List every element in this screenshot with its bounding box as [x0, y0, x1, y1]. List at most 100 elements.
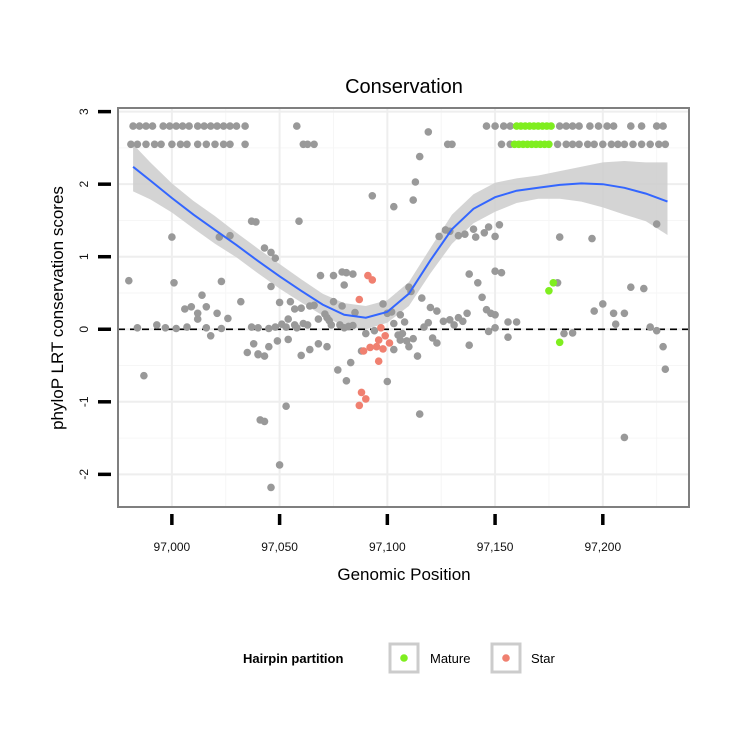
x-tick-label: 97,150: [477, 540, 514, 554]
point-other: [491, 122, 499, 130]
y-tick-label: -1: [77, 396, 91, 407]
y-tick-label: 2: [77, 181, 91, 188]
legend: Hairpin partition Mature Star: [243, 642, 556, 674]
point-other: [282, 402, 290, 411]
point-other: [637, 122, 646, 130]
point-other: [555, 233, 564, 241]
point-other: [159, 122, 167, 130]
point-other: [271, 254, 280, 262]
point-other: [176, 140, 185, 149]
point-other: [226, 122, 234, 130]
point-other: [183, 323, 191, 331]
point-other: [446, 316, 454, 324]
point-other: [349, 270, 357, 278]
point-star: [381, 332, 390, 340]
point-other: [267, 282, 275, 291]
point-other: [646, 323, 654, 331]
point-mature: [549, 279, 558, 287]
point-other: [402, 337, 411, 345]
y-axis: -2 -1 0 1 2 3: [77, 108, 111, 480]
point-other: [193, 122, 202, 130]
point-other: [254, 350, 262, 359]
point-other: [351, 308, 359, 317]
point-other: [187, 303, 196, 311]
point-other: [413, 352, 422, 360]
point-other: [614, 140, 622, 149]
point-other: [342, 377, 351, 385]
legend-title: Hairpin partition: [243, 651, 343, 666]
point-mature: [555, 338, 564, 347]
point-other: [183, 140, 191, 149]
point-other: [428, 334, 437, 342]
chart-title: Conservation: [345, 76, 463, 98]
point-other: [168, 233, 176, 241]
point-other: [260, 417, 269, 426]
point-other: [504, 333, 512, 342]
x-axis: 97,000 97,050 97,100 97,150 97,200: [154, 514, 621, 554]
point-other: [254, 324, 262, 332]
point-other: [224, 314, 232, 323]
point-other: [568, 329, 577, 337]
point-other: [219, 122, 228, 130]
point-other: [226, 140, 234, 149]
point-other: [599, 300, 607, 308]
point-other: [127, 140, 135, 149]
point-other: [383, 377, 392, 386]
point-other: [609, 122, 618, 130]
point-other: [342, 268, 351, 277]
point-other: [260, 352, 269, 360]
point-other: [646, 140, 654, 149]
points-layer: [125, 122, 670, 492]
point-other: [150, 140, 159, 149]
point-other: [379, 300, 387, 308]
point-other: [594, 122, 603, 130]
point-other: [334, 366, 342, 374]
point-other: [340, 281, 349, 289]
point-other: [202, 303, 211, 311]
y-axis-title: phyloP LRT conservation scores: [48, 186, 67, 430]
point-other: [314, 340, 323, 348]
point-other: [284, 335, 293, 344]
point-other: [252, 218, 260, 226]
point-star: [362, 395, 370, 403]
point-other: [418, 294, 426, 302]
point-other: [620, 433, 629, 442]
point-other: [273, 337, 282, 345]
point-other: [295, 217, 303, 225]
point-other: [484, 223, 493, 231]
point-mature: [545, 287, 553, 295]
point-other: [206, 122, 215, 130]
point-other: [491, 311, 499, 319]
point-other: [620, 140, 629, 149]
point-other: [463, 309, 471, 318]
y-tick-label: 3: [77, 108, 91, 115]
point-other: [568, 122, 577, 130]
point-other: [202, 324, 211, 332]
point-other: [217, 277, 226, 286]
point-other: [346, 358, 355, 367]
legend-dot-mature: [400, 654, 408, 662]
point-other: [135, 122, 144, 130]
point-other: [659, 122, 667, 130]
point-other: [504, 318, 512, 326]
point-other: [133, 324, 142, 332]
point-other: [275, 298, 284, 307]
x-axis-title: Genomic Position: [337, 565, 470, 584]
point-other: [213, 122, 221, 130]
point-other: [306, 345, 314, 354]
point-other: [329, 271, 338, 280]
point-other: [491, 232, 499, 241]
point-star: [359, 347, 368, 355]
point-other: [484, 327, 493, 336]
point-star: [368, 276, 377, 284]
point-other: [562, 140, 570, 149]
panel-border: [117, 107, 690, 508]
x-tick-label: 97,000: [154, 540, 191, 554]
point-star: [379, 345, 387, 353]
point-other: [219, 140, 228, 149]
point-other: [627, 122, 635, 130]
point-other: [553, 140, 562, 149]
point-mature: [547, 122, 555, 130]
point-other: [157, 140, 165, 149]
point-other: [297, 351, 306, 360]
